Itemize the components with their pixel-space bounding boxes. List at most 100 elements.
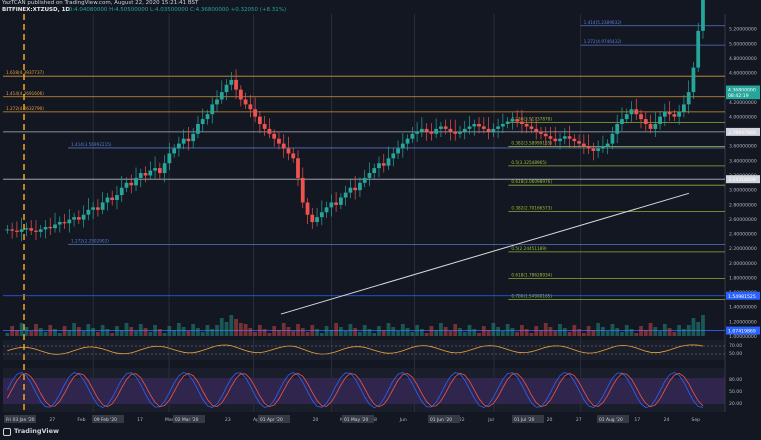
candle-body: [338, 197, 343, 205]
volume-bar: [524, 329, 529, 336]
candle-body: [400, 143, 405, 149]
candle-body: [57, 222, 62, 225]
price-label: 08:42:19: [728, 93, 749, 99]
candle-body: [453, 131, 458, 134]
candle-body: [353, 187, 358, 191]
candle-body: [581, 143, 586, 147]
candle-body: [172, 148, 177, 154]
candle-body: [319, 212, 324, 218]
volume-bar: [605, 331, 610, 336]
candle-body: [15, 230, 19, 232]
candle-body: [534, 128, 539, 132]
stoch-tick-label: 80.00: [729, 377, 742, 383]
volume-bar: [24, 327, 29, 336]
fib-level-label: 1.414(5.2389632): [584, 20, 622, 25]
y-tick-label: 2.40000000: [729, 232, 757, 238]
candle-body: [348, 187, 353, 193]
candle-body: [486, 128, 491, 132]
candle-body: [96, 207, 100, 210]
brand-label: TradingView: [14, 427, 60, 435]
fib-level-label: 0.236(3.91737878): [511, 117, 552, 122]
candle-body: [86, 209, 91, 215]
y-tick-label: 2.80000000: [729, 202, 757, 208]
volume-bar: [458, 328, 462, 336]
candle-body: [458, 131, 462, 134]
stoch-tick-label: 50.00: [729, 389, 742, 395]
stoch-k-line: [7, 371, 704, 409]
price-label-bg: [726, 91, 760, 100]
volume-bar: [372, 333, 377, 336]
candle-body: [462, 128, 467, 132]
candle-body: [515, 119, 520, 122]
x-tick-label: Apr: [253, 417, 261, 423]
volume-bar: [5, 333, 10, 336]
candle-body: [124, 182, 129, 188]
candle-body: [648, 123, 653, 129]
candle-body: [591, 148, 596, 151]
volume-bar: [115, 326, 119, 336]
volume-bar: [305, 332, 310, 336]
y-tick-label: 4.60000000: [729, 71, 757, 77]
volume-bar: [505, 324, 510, 336]
volume-bar: [262, 329, 267, 336]
volume-bar: [486, 330, 491, 336]
candle-body: [596, 148, 601, 151]
volume-bar: [381, 330, 386, 336]
volume-bar: [539, 330, 543, 336]
candle-body: [67, 219, 72, 224]
candle-body: [677, 111, 682, 117]
volume-bar: [448, 331, 453, 336]
candle-body: [134, 177, 138, 186]
volume-bar: [672, 332, 677, 336]
candle-body: [572, 138, 577, 142]
volume-bar: [53, 329, 57, 336]
volume-bar: [353, 328, 358, 336]
author-line: YazTCAN published on TradingView.com, Au…: [2, 0, 199, 6]
volume-bar: [253, 332, 258, 336]
y-tick-label: 2.60000000: [729, 217, 757, 223]
volume-bar: [515, 332, 520, 336]
volume-bar: [162, 333, 167, 336]
volume-bar: [529, 333, 534, 336]
candle-body: [10, 229, 15, 231]
candle-body: [500, 123, 505, 127]
y-tick-label: 5.00000000: [729, 41, 757, 47]
volume-bar: [157, 329, 162, 336]
candle-body: [281, 143, 286, 149]
volume-bar: [667, 328, 672, 336]
y-tick-label: 4.80000000: [729, 56, 757, 62]
candle-body: [38, 229, 43, 232]
volume-bar: [620, 332, 624, 336]
candle-body: [381, 163, 386, 166]
candle-body: [691, 67, 696, 93]
volume-bar: [462, 332, 467, 336]
volume-bar: [596, 323, 601, 336]
volume-bar: [34, 324, 38, 336]
volume-bar: [586, 326, 591, 336]
volume-bar: [291, 331, 296, 336]
volume-bar: [558, 324, 562, 336]
fib-level-label: 0.5(2.24451189): [511, 246, 547, 251]
volume-bar: [177, 323, 181, 336]
y-tick-label: 1.00000000: [729, 334, 757, 340]
y-tick-label: 2.00000000: [729, 261, 757, 267]
candle-body: [529, 126, 534, 129]
candle-body: [19, 229, 24, 232]
x-tick-label: 20: [547, 417, 553, 423]
volume-bar: [124, 323, 129, 336]
y-tick-label: 2.20000000: [729, 246, 757, 252]
volume-bar: [296, 324, 300, 336]
volume-bar: [691, 318, 696, 336]
volume-bar: [434, 330, 439, 336]
y-tick-label: 4.00000000: [729, 114, 757, 120]
volume-bar: [48, 325, 53, 336]
volume-bar: [143, 328, 148, 336]
candle-body: [167, 153, 172, 164]
volume-bar: [677, 325, 682, 336]
volume-bar: [119, 330, 124, 336]
candle-body: [258, 116, 262, 124]
candle-body: [391, 153, 396, 159]
y-tick-label: 1.80000000: [729, 275, 757, 281]
candle-body: [143, 173, 148, 176]
